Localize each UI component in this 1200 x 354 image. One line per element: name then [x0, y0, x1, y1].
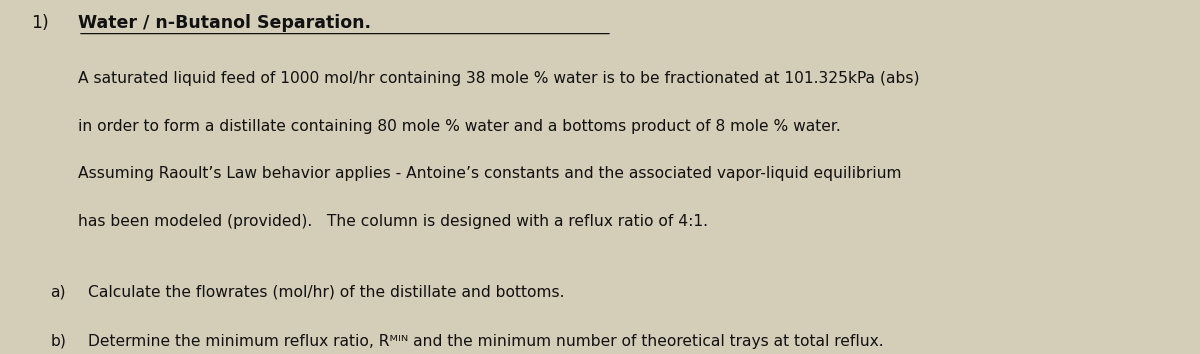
Text: Determine the minimum reflux ratio, Rᴹᴵᴺ and the minimum number of theoretical t: Determine the minimum reflux ratio, Rᴹᴵᴺ…: [88, 334, 883, 349]
Text: has been modeled (provided).   The column is designed with a reflux ratio of 4:1: has been modeled (provided). The column …: [78, 214, 708, 229]
Text: in order to form a distillate containing 80 mole % water and a bottoms product o: in order to form a distillate containing…: [78, 119, 841, 133]
Text: Water / n-Butanol Separation.: Water / n-Butanol Separation.: [78, 14, 371, 32]
Text: A saturated liquid feed of 1000 mol/hr containing 38 mole % water is to be fract: A saturated liquid feed of 1000 mol/hr c…: [78, 71, 919, 86]
Text: Calculate the flowrates (mol/hr) of the distillate and bottoms.: Calculate the flowrates (mol/hr) of the …: [88, 285, 564, 300]
Text: b): b): [50, 334, 66, 349]
Text: a): a): [50, 285, 66, 300]
Text: 1): 1): [31, 14, 49, 32]
Text: Assuming Raoult’s Law behavior applies - Antoine’s constants and the associated : Assuming Raoult’s Law behavior applies -…: [78, 166, 901, 181]
